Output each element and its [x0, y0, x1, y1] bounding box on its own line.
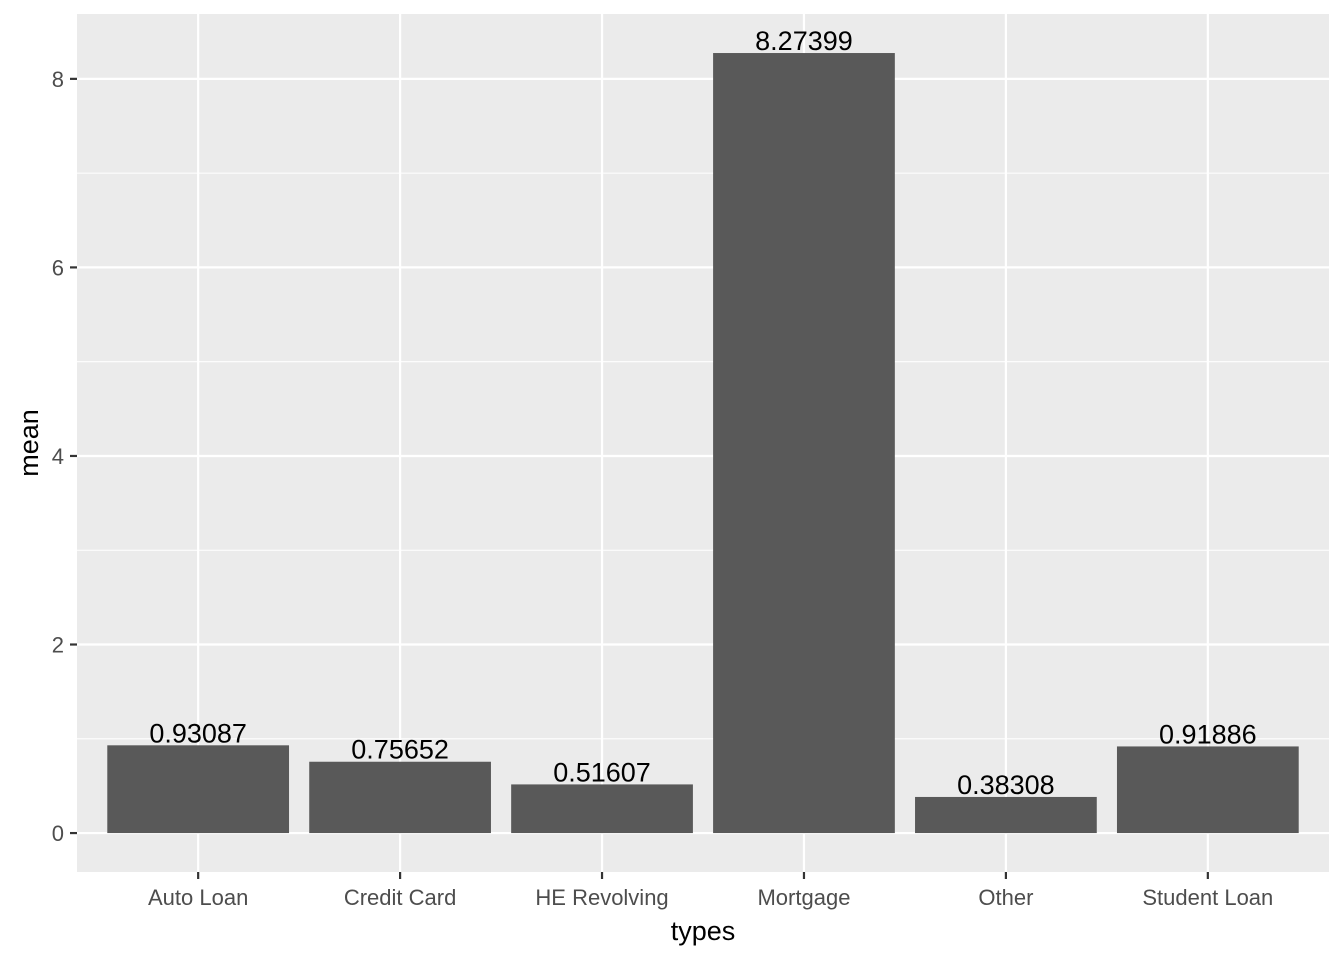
- panel-background: [77, 14, 1329, 872]
- bar-credit-card: [309, 761, 491, 834]
- y-tick-label: 2: [52, 633, 64, 658]
- bar-student-loan: [1116, 746, 1299, 834]
- data-label: 8.27399: [755, 26, 853, 56]
- x-axis: Auto Loan Credit Card HE Revolving Mortgage…: [148, 872, 1273, 910]
- bar-auto-loan: [107, 745, 290, 834]
- x-axis-title: types: [671, 916, 736, 946]
- y-axis-title: mean: [14, 409, 44, 477]
- x-tick-label: Other: [978, 885, 1033, 910]
- data-label: 0.93087: [149, 718, 247, 748]
- data-label: 0.75652: [351, 735, 449, 765]
- y-tick-label: 8: [52, 67, 64, 92]
- y-tick-label: 0: [52, 821, 64, 846]
- x-tick-label: Credit Card: [344, 885, 456, 910]
- data-labels: 0.93087 0.75652 0.51607 8.27399 0.38308 0.918…: [149, 26, 1256, 800]
- bar-other: [915, 796, 1097, 834]
- x-tick-label: Mortgage: [757, 885, 850, 910]
- bars: [107, 53, 1299, 834]
- y-tick-label: 4: [52, 444, 64, 469]
- data-label: 0.91886: [1159, 719, 1257, 749]
- data-label: 0.51607: [553, 757, 651, 787]
- bar-mortgage: [713, 53, 895, 834]
- y-axis: 0 2 4 6 8: [52, 67, 77, 846]
- bar-he-revolving: [511, 784, 693, 834]
- x-tick-label: Student Loan: [1142, 885, 1273, 910]
- minor-gridlines: [77, 172, 1329, 740]
- data-label: 0.38308: [957, 770, 1055, 800]
- y-tick-label: 6: [52, 255, 64, 280]
- x-tick-label: HE Revolving: [535, 885, 668, 910]
- x-tick-label: Auto Loan: [148, 885, 248, 910]
